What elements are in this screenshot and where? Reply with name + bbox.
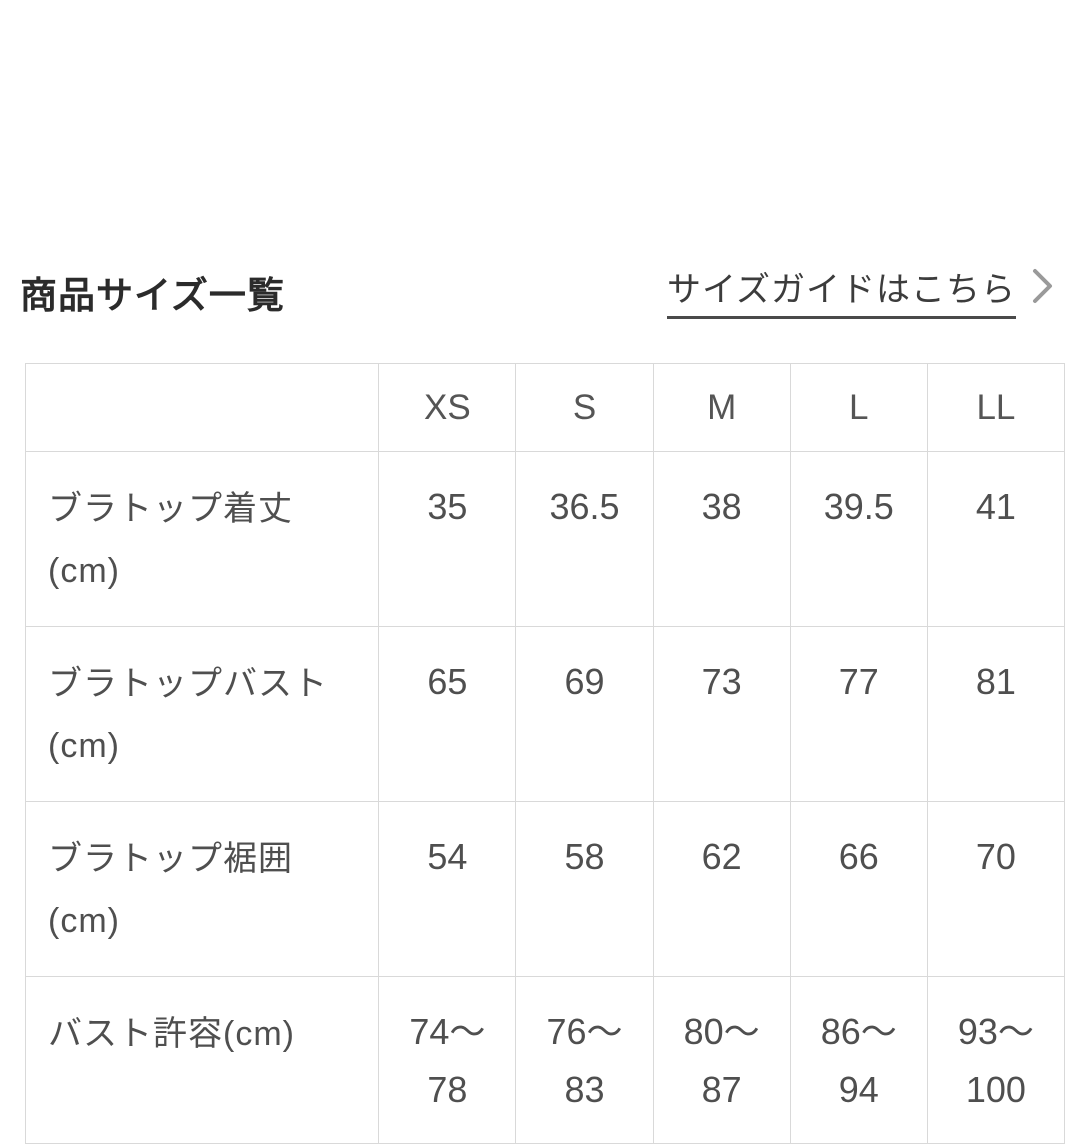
table-cell: 80〜 87 [652,976,791,1144]
table-cell: 86〜 94 [789,976,928,1144]
table-cell: 74〜 78 [378,976,517,1144]
table-cell: 62 [652,801,791,977]
table-cell: 35 [378,451,517,627]
corner-cell [24,363,380,452]
table-cell: 93〜 100 [926,976,1066,1144]
table-cell: 73 [652,626,791,802]
table-cell: 54 [378,801,517,977]
row-label-bust-allowance: バスト許容(cm) [24,976,380,1144]
row-label-bust: ブラトップバスト (cm) [24,626,380,802]
table-cell: 81 [926,626,1066,802]
size-table-header-row: XS S M L LL [24,363,1066,452]
chevron-right-icon [1032,268,1054,309]
column-header-m: M [652,363,791,452]
column-header-ll: LL [926,363,1066,452]
table-cell: 77 [789,626,928,802]
column-header-xs: XS [378,363,517,452]
page-title: 商品サイズ一覧 [20,275,285,316]
section-header: 商品サイズ一覧 サイズガイドはこちら [0,0,1080,319]
table-cell: 66 [789,801,928,977]
column-header-s: S [515,363,654,452]
table-cell: 70 [926,801,1066,977]
table-cell: 41 [926,451,1066,627]
table-row-length: ブラトップ着丈 (cm) 35 36.5 38 39.5 41 [24,451,1066,627]
size-guide-link-label: サイズガイドはこちら [667,262,1016,319]
size-table: XS S M L LL ブラトップ着丈 (cm) 35 36.5 38 39.5… [24,363,1066,1144]
table-cell: 58 [515,801,654,977]
row-label-hem: ブラトップ裾囲 (cm) [24,801,380,977]
table-cell: 38 [652,451,791,627]
table-row-bust: ブラトップバスト (cm) 65 69 73 77 81 [24,626,1066,802]
table-cell: 39.5 [789,451,928,627]
table-cell: 69 [515,626,654,802]
table-cell: 36.5 [515,451,654,627]
size-guide-link[interactable]: サイズガイドはこちら [667,262,1054,319]
table-cell: 65 [378,626,517,802]
column-header-l: L [789,363,928,452]
row-label-length: ブラトップ着丈 (cm) [24,451,380,627]
table-cell: 76〜 83 [515,976,654,1144]
table-row-bust-allowance: バスト許容(cm) 74〜 78 76〜 83 80〜 87 86〜 94 93… [24,976,1066,1144]
table-row-hem: ブラトップ裾囲 (cm) 54 58 62 66 70 [24,801,1066,977]
